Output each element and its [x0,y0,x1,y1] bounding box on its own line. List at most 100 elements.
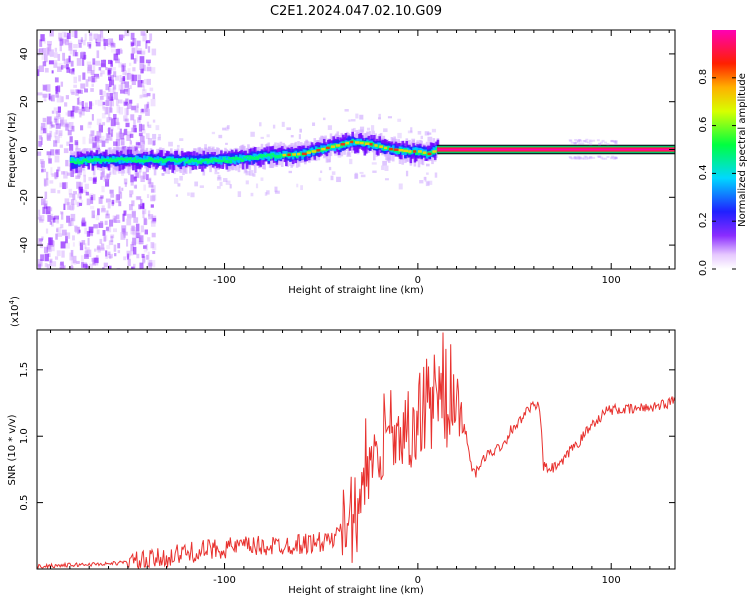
spectrogram-ridge [79,156,82,162]
spectrogram-noise [137,48,142,55]
spectrogram-ridge [82,159,85,163]
spectrogram-noise [573,142,577,145]
spectrogram-noise [89,231,94,237]
spectrogram-noise [53,60,58,68]
spectrogram-noise [614,157,618,160]
spectrogram-noise [237,191,242,198]
spectrogram-noise [39,215,45,221]
spectrogram-noise [127,213,132,219]
spectrogram-ridge [283,151,287,156]
spectrogram-y-tick-label: 40 [19,48,30,61]
spectrogram-noise [99,238,103,244]
spectrogram-noise [281,121,285,127]
spectrogram-noise [148,262,153,267]
spectrogram-ridge [406,147,410,152]
spectrogram-ridge [305,151,308,154]
spectrogram-ridge [359,138,363,144]
spectrogram-ridge [179,159,183,163]
spectrogram-noise [147,210,151,217]
spectrogram-ridge [216,158,219,162]
spectrogram-ridge [132,157,135,163]
spectrogram-noise [105,198,111,203]
spectrogram-noise [47,253,51,258]
spectrogram-noise [92,74,98,82]
spectrogram-noise [101,90,106,97]
spectrogram-noise [127,146,132,155]
spectrogram-ridge [160,158,164,166]
spectrogram-noise [39,135,43,140]
spectrogram-ridge [134,160,138,163]
spectrogram-noise [50,167,53,176]
spectrogram-noise [56,250,61,257]
spectrogram-ridge [73,158,77,164]
spectrogram-noise [110,48,116,53]
spectrogram-noise [64,182,68,189]
spectrogram-ridge [373,134,376,144]
spectrogram-ridge [186,157,189,162]
spectrogram-ridge [226,156,230,161]
spectrogram-noise [133,185,137,189]
spectrogram-noise [44,67,49,73]
spectrogram-ridge [400,146,403,160]
spectrogram-noise [127,68,131,75]
spectrogram-ridge [134,155,138,160]
spectrogram-noise [613,156,617,159]
spectrogram-noise [106,128,110,132]
spectrogram-noise [589,156,593,159]
spectrogram-ridge [180,150,184,164]
spectrogram-noise [101,185,105,193]
spectrogram-ridge [86,160,89,163]
spectrogram-noise [55,129,58,135]
spectrogram-noise [129,190,134,195]
spectrogram-noise [114,253,117,257]
spectrogram-noise [146,254,149,260]
spectrogram-noise [139,265,144,269]
spectrogram-noise [66,172,71,176]
spectrogram-noise [92,62,96,71]
spectrogram-noise [109,219,114,227]
spectrogram-noise [80,51,86,56]
spectrogram-ridge [425,153,429,157]
spectrogram-noise [84,102,88,108]
spectrogram-noise [132,125,137,133]
spectrogram-ridge [198,158,202,163]
spectrogram-noise [124,30,130,37]
spectrogram-noise [95,41,101,47]
spectrogram-ridge [183,158,187,161]
spectrogram-noise [115,166,120,172]
spectrogram-noise [131,200,135,207]
spectrogram-noise [103,38,108,46]
spectrogram-noise [194,181,199,187]
spectrogram-ridge [75,161,78,165]
spectrogram-ridge [151,157,154,161]
spectrogram-noise [118,99,123,104]
spectrogram-noise [109,189,114,194]
spectrogram-ridge [106,156,110,162]
spectrogram-ridge [138,159,142,163]
spectrogram-ridge [325,148,329,152]
spectrogram-noise [384,165,389,171]
spectrogram-noise [105,100,110,107]
spectrogram-ridge [136,155,139,162]
spectrogram-noise [610,139,614,142]
spectrogram-ridge [72,160,76,164]
spectrogram-noise [614,142,618,145]
spectrogram-noise [47,154,52,162]
spectrogram-noise [71,68,75,75]
spectrogram-noise [359,126,365,133]
spectrogram-noise [117,250,121,254]
spectrogram-noise [110,127,114,131]
spectrogram-noise [111,67,116,71]
spectrogram-noise [613,140,617,143]
spectrogram-noise [80,37,83,43]
spectrogram-noise [50,244,55,252]
spectrogram-noise [133,217,139,223]
spectrogram-noise [95,75,100,79]
spectrogram-noise [225,126,229,131]
spectrogram-noise [149,33,153,41]
spectrogram-ridge [163,158,166,161]
spectrogram-ridge [310,142,314,152]
spectrogram-noise [578,156,582,159]
spectrogram-ridge [382,140,386,149]
spectrogram-noise [142,85,146,92]
